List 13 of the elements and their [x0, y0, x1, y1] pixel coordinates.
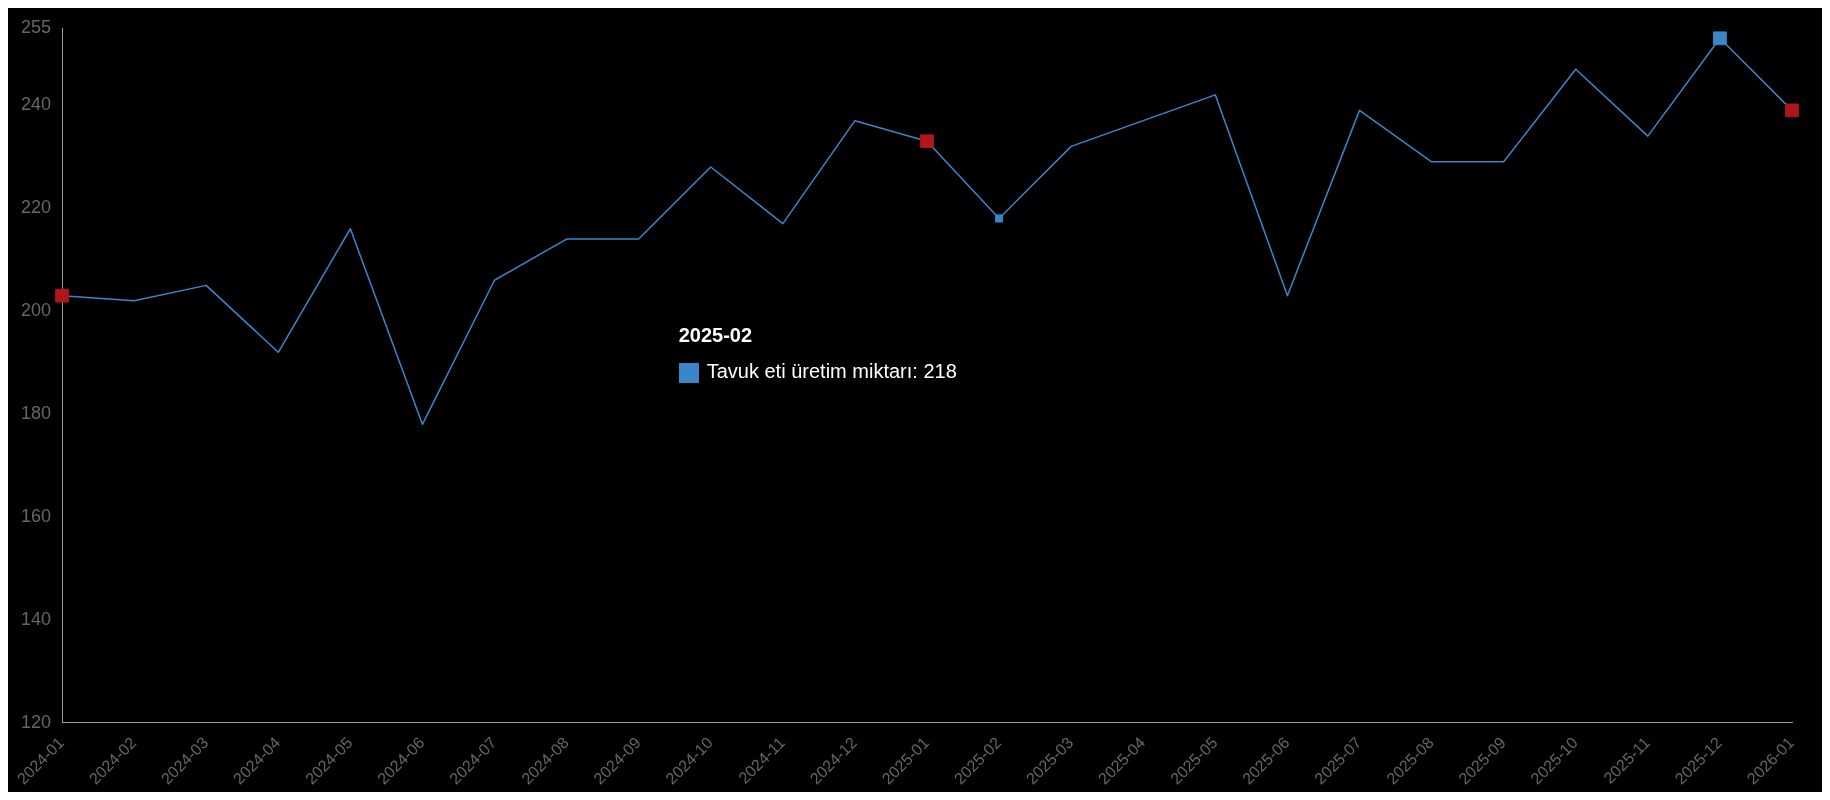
point	[55, 288, 69, 303]
y-tick-label: 160	[20, 505, 52, 526]
y-tick-label: 180	[20, 403, 52, 424]
y-tick-label: 120	[20, 711, 52, 732]
y-tick-label: 140	[20, 608, 52, 629]
y-tick-label: 255	[20, 16, 52, 37]
point	[1785, 103, 1799, 118]
y-tick-label: 240	[20, 94, 52, 115]
y-tick-label: 220	[20, 197, 52, 218]
y-tick-label: 200	[20, 300, 52, 321]
annotation: Tavuk eti üretim miktarı: 218	[706, 360, 957, 383]
annotation: 2025-02	[678, 324, 753, 347]
point	[920, 134, 934, 149]
